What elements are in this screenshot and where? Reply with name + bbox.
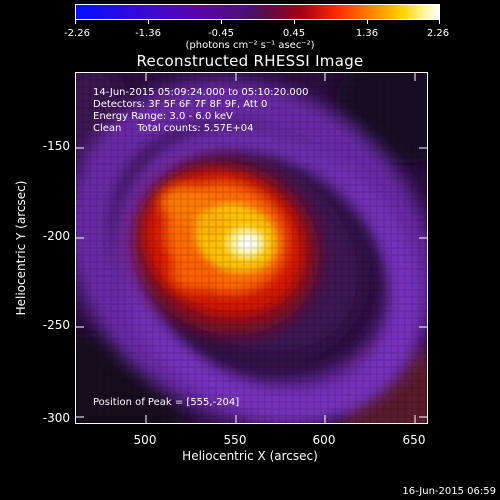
y-tick-label: -200 bbox=[42, 229, 70, 243]
colorbar-tick-label: -1.36 bbox=[135, 28, 161, 39]
generation-timestamp: 16-Jun-2015 06:59 bbox=[402, 486, 496, 497]
rhessi-image-plot bbox=[75, 72, 428, 424]
colorbar-tick-mark bbox=[221, 20, 222, 24]
y-tick-label: -150 bbox=[42, 139, 70, 153]
x-tick-label: 650 bbox=[402, 433, 426, 447]
x-tick-label: 600 bbox=[312, 433, 336, 447]
y-tick-label: -300 bbox=[42, 411, 70, 425]
colorbar-tick-mark bbox=[367, 20, 368, 24]
colorbar-tick-mark bbox=[75, 20, 76, 24]
energy-range-info: Energy Range: 3.0 - 6.0 keV bbox=[93, 111, 233, 122]
colorbar-tick-label: 1.36 bbox=[355, 28, 379, 39]
colorbar-tick-mark bbox=[294, 20, 295, 24]
image-title: Reconstructed RHESSI Image bbox=[136, 52, 364, 70]
detectors-info: Detectors: 3F 5F 6F 7F 8F 9F, Att 0 bbox=[93, 99, 268, 110]
colorbar-unit-label: (photons cm⁻² s⁻¹ asec⁻²) bbox=[185, 40, 315, 51]
colorbar-tick-label: -0.45 bbox=[208, 28, 234, 39]
x-axis-label: Heliocentric X (arcsec) bbox=[182, 449, 318, 463]
colorbar-tick-label: -2.26 bbox=[64, 28, 90, 39]
rhessi-image-canvas bbox=[76, 73, 427, 423]
colorbar-tick-mark bbox=[439, 20, 440, 24]
x-tick-label: 550 bbox=[223, 433, 247, 447]
y-axis-label: Heliocentric Y (arcsec) bbox=[14, 180, 28, 316]
peak-position-label: Position of Peak = [555,-204] bbox=[93, 397, 240, 408]
x-tick-label: 500 bbox=[133, 433, 157, 447]
observation-time-range: 14-Jun-2015 05:09:24.000 to 05:10:20.000 bbox=[93, 87, 309, 98]
colorbar bbox=[75, 4, 440, 20]
colorbar-tick-mark bbox=[148, 20, 149, 24]
colorbar-tick-label: 0.45 bbox=[282, 28, 306, 39]
y-tick-label: -250 bbox=[42, 318, 70, 332]
clean-counts-info: Clean Total counts: 5.57E+04 bbox=[93, 123, 254, 134]
colorbar-tick-label: 2.26 bbox=[426, 28, 450, 39]
